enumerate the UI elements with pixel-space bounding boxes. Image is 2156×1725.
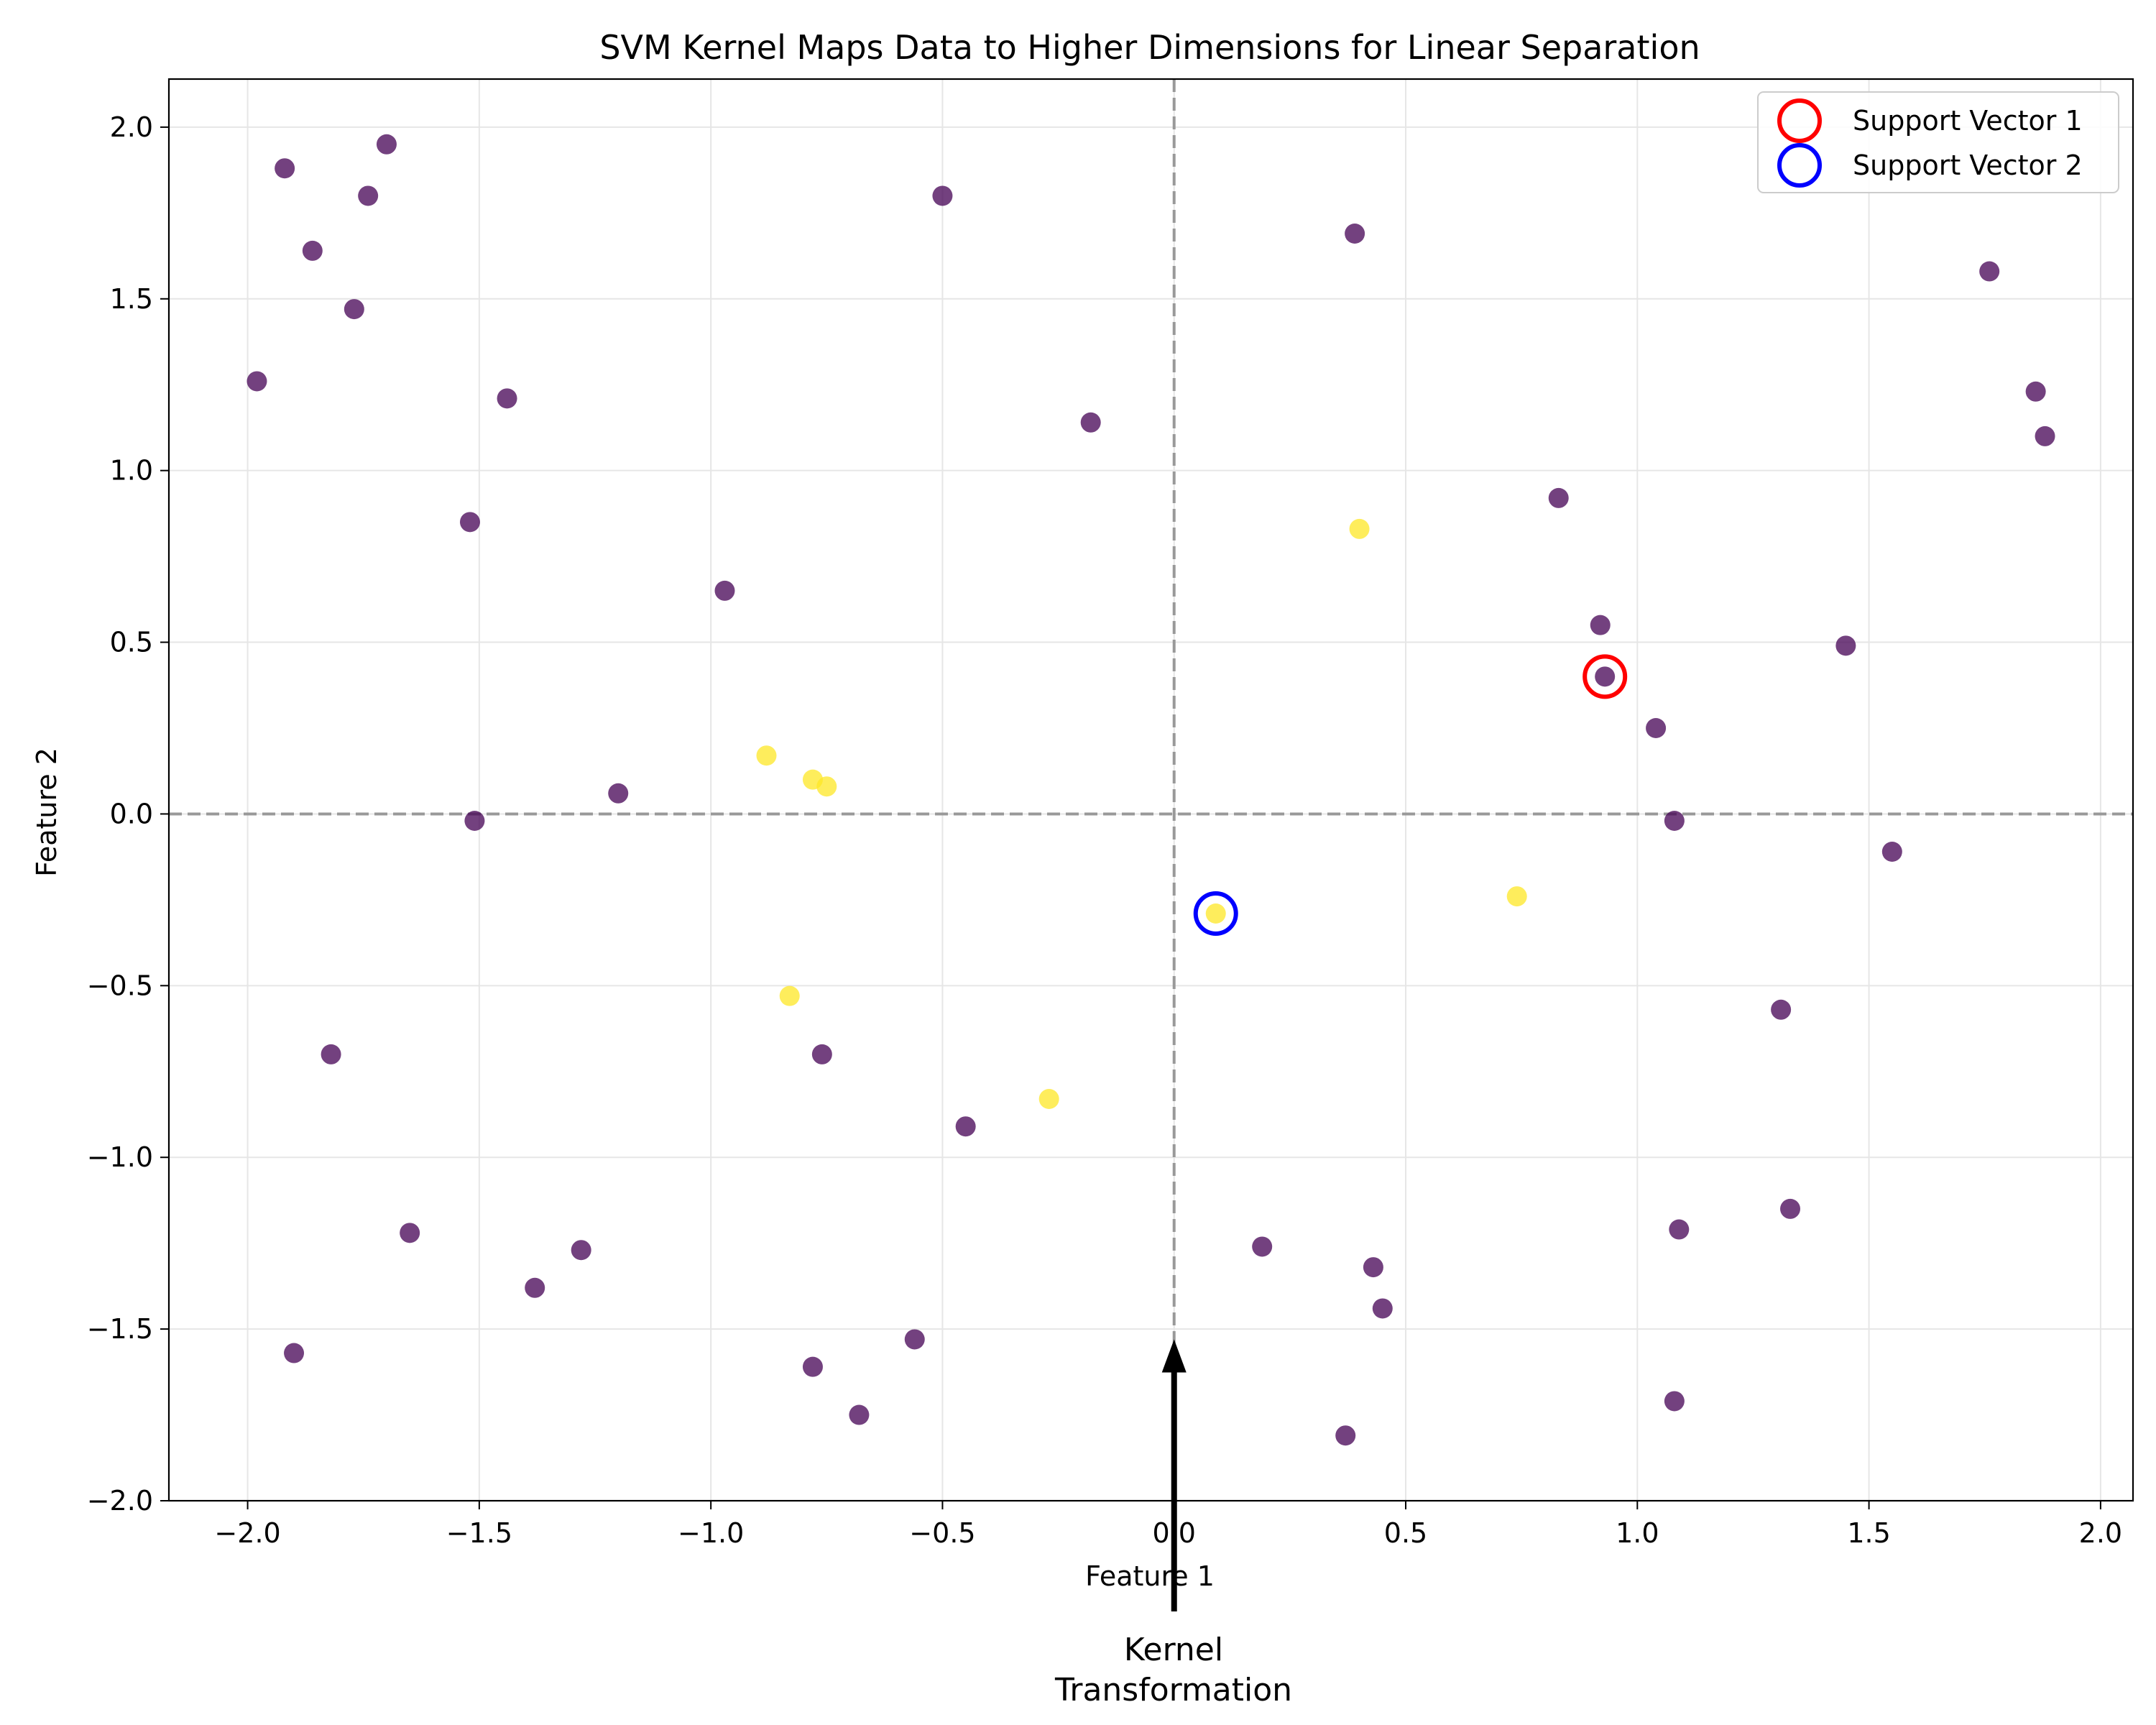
data-point-class-1 bbox=[1205, 903, 1226, 924]
legend: Support Vector 1 Support Vector 2 bbox=[1757, 91, 2119, 193]
data-point-class-0 bbox=[1080, 412, 1101, 433]
annotation-text-line2: Transformation bbox=[1054, 1672, 1292, 1708]
data-point-class-0 bbox=[2035, 426, 2055, 446]
data-point-class-0 bbox=[1590, 615, 1611, 635]
y-axis-label: Feature 2 bbox=[31, 748, 63, 877]
data-point-class-0 bbox=[400, 1223, 420, 1243]
data-point-class-0 bbox=[802, 1356, 823, 1377]
y-tick-label: 0.0 bbox=[110, 798, 153, 829]
x-tick-label: −0.5 bbox=[909, 1517, 975, 1549]
data-point-class-0 bbox=[2025, 381, 2046, 402]
chart-title: SVM Kernel Maps Data to Higher Dimension… bbox=[599, 28, 1700, 67]
y-tick-label: −0.5 bbox=[87, 970, 153, 1001]
kernel-transformation-annotation: Kernel Transformation bbox=[1054, 1339, 1292, 1708]
data-point-class-0 bbox=[571, 1240, 591, 1261]
data-point-class-0 bbox=[1664, 811, 1685, 831]
data-point-class-0 bbox=[932, 185, 953, 206]
data-point-class-1 bbox=[1349, 518, 1370, 539]
y-tick-label: 1.5 bbox=[110, 283, 153, 315]
data-point-class-0 bbox=[1646, 718, 1667, 738]
legend-label-support-vector-2: Support Vector 2 bbox=[1853, 150, 2083, 181]
y-tick-label: 0.5 bbox=[110, 627, 153, 658]
data-point-class-1 bbox=[1038, 1089, 1059, 1109]
data-point-class-0 bbox=[344, 299, 364, 320]
legend-marker-support-vector-2 bbox=[1777, 143, 1822, 188]
data-point-class-0 bbox=[849, 1404, 870, 1425]
y-tick-label: −2.0 bbox=[87, 1485, 153, 1517]
data-point-class-0 bbox=[608, 783, 629, 804]
legend-marker-support-vector-1 bbox=[1777, 98, 1822, 143]
data-point-class-0 bbox=[358, 185, 379, 206]
data-point-class-1 bbox=[816, 776, 837, 797]
data-point-class-0 bbox=[464, 811, 485, 831]
x-axis-ticks: −2.0−1.5−1.0−0.50.00.51.01.52.0 bbox=[214, 1501, 2122, 1549]
data-point-class-1 bbox=[1506, 886, 1527, 907]
data-point-class-0 bbox=[1979, 261, 2000, 282]
support-vector-markers bbox=[1193, 654, 1628, 936]
y-tick-label: 2.0 bbox=[110, 111, 153, 143]
data-point-class-0 bbox=[1664, 1391, 1685, 1412]
y-axis-ticks: −2.0 −1.5 −1.0 −0.5 0.0 0.5 1.0 1.5 2.0 bbox=[87, 111, 169, 1517]
data-point-class-0 bbox=[376, 134, 397, 155]
data-point-class-0 bbox=[1363, 1257, 1383, 1278]
data-points bbox=[247, 134, 2055, 1446]
data-point-class-0 bbox=[497, 388, 517, 409]
support-vector-marker-1 bbox=[1583, 654, 1628, 699]
data-point-class-0 bbox=[275, 158, 295, 179]
x-tick-label: −2.0 bbox=[214, 1517, 280, 1549]
support-vector-marker-2 bbox=[1193, 891, 1238, 936]
legend-label-support-vector-1: Support Vector 1 bbox=[1853, 105, 2083, 137]
data-point-class-0 bbox=[284, 1343, 305, 1363]
data-point-class-0 bbox=[525, 1277, 545, 1298]
data-point-class-0 bbox=[459, 512, 480, 533]
data-point-class-0 bbox=[1771, 999, 1792, 1020]
data-point-class-0 bbox=[714, 580, 735, 601]
data-point-class-0 bbox=[1335, 1425, 1356, 1446]
data-point-class-0 bbox=[1548, 487, 1569, 508]
annotation-arrow-head bbox=[1161, 1339, 1187, 1373]
data-point-class-0 bbox=[955, 1116, 976, 1137]
x-tick-label: 2.0 bbox=[2079, 1517, 2122, 1549]
data-point-class-0 bbox=[1252, 1236, 1273, 1257]
y-tick-label: 1.0 bbox=[110, 455, 153, 487]
data-point-class-0 bbox=[811, 1044, 832, 1064]
data-point-class-1 bbox=[756, 745, 777, 766]
plot-frame bbox=[167, 78, 2134, 1502]
data-point-class-0 bbox=[1372, 1298, 1393, 1319]
data-point-class-0 bbox=[1835, 635, 1856, 656]
y-tick-label: −1.0 bbox=[87, 1141, 153, 1173]
data-point-class-0 bbox=[1345, 224, 1365, 244]
data-point-class-0 bbox=[1595, 666, 1616, 687]
annotation-text-line1: Kernel bbox=[1124, 1632, 1223, 1668]
data-point-class-1 bbox=[779, 985, 800, 1006]
data-point-class-0 bbox=[321, 1044, 341, 1064]
x-tick-label: −1.0 bbox=[678, 1517, 744, 1549]
data-point-class-0 bbox=[1881, 842, 1902, 862]
reference-lines bbox=[169, 79, 2133, 1501]
legend-box bbox=[1757, 91, 2119, 193]
y-tick-label: −1.5 bbox=[87, 1313, 153, 1345]
data-point-class-0 bbox=[1780, 1198, 1801, 1219]
data-point-class-0 bbox=[247, 371, 267, 392]
data-point-class-0 bbox=[1669, 1219, 1690, 1240]
x-tick-label: −1.5 bbox=[446, 1517, 512, 1549]
plot-area bbox=[169, 79, 2133, 1501]
x-tick-label: 1.5 bbox=[1847, 1517, 1890, 1549]
x-tick-label: 0.5 bbox=[1384, 1517, 1427, 1549]
x-axis-label: Feature 1 bbox=[1085, 1560, 1215, 1592]
data-point-class-0 bbox=[302, 240, 323, 261]
data-point-class-0 bbox=[904, 1329, 925, 1350]
x-tick-label: 1.0 bbox=[1616, 1517, 1659, 1549]
